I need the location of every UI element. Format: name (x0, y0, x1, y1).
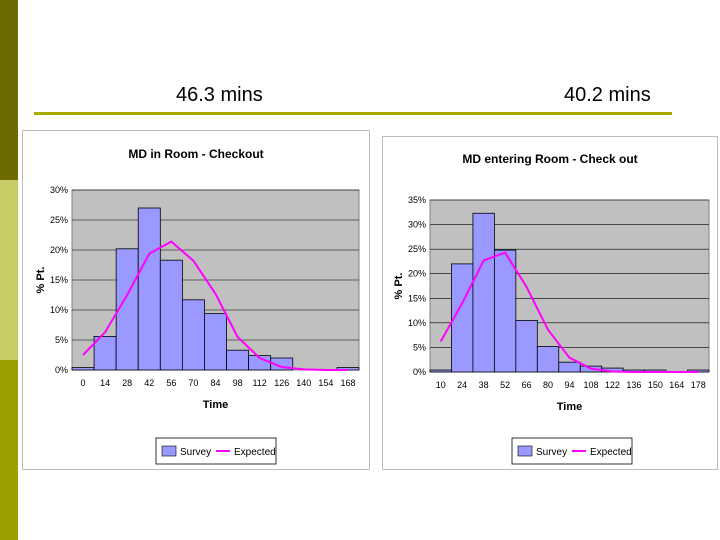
bar-survey (181, 299, 205, 371)
x-tick-label: 154 (318, 378, 333, 388)
y-tick-label: 15% (408, 293, 426, 303)
x-tick-label: 28 (122, 378, 132, 388)
x-tick-label: 168 (340, 378, 355, 388)
x-tick-label: 122 (605, 380, 620, 390)
x-tick-label: 66 (522, 380, 532, 390)
bar-survey (226, 349, 250, 371)
x-tick-label: 126 (274, 378, 289, 388)
bar-survey (71, 367, 95, 371)
y-tick-label: 25% (408, 244, 426, 254)
y-tick-label: 35% (408, 195, 426, 205)
x-tick-label: 108 (583, 380, 598, 390)
heading-left: 46.3 mins (176, 84, 263, 106)
bar-survey (515, 319, 538, 373)
x-axis-label: Time (557, 401, 582, 413)
legend-swatch-survey (517, 445, 533, 457)
x-tick-label: 98 (233, 378, 243, 388)
line-expected (82, 240, 348, 371)
legend-label-survey: Survey (180, 447, 211, 458)
x-tick-label: 80 (543, 380, 553, 390)
bar-survey (472, 212, 495, 373)
x-tick-label: 70 (188, 378, 198, 388)
decor-strip-light (0, 180, 18, 360)
decor-strip-dark (0, 0, 18, 180)
x-tick-label: 14 (100, 378, 110, 388)
y-tick-label: 20% (408, 269, 426, 279)
x-tick-label: 140 (296, 378, 311, 388)
y-tick-label: 0% (413, 367, 426, 377)
chart-left-svg: MD in Room - Checkout 0% 5% 10% 15% 20% 25% 30%… (22, 130, 370, 470)
x-tick-label: 10 (436, 380, 446, 390)
y-tick-label: 5% (55, 335, 68, 345)
y-tick-label: 30% (408, 220, 426, 230)
y-axis-label: % Pt. (35, 267, 47, 294)
legend-swatch-survey (161, 445, 177, 457)
bar-survey (536, 346, 560, 373)
x-tick-label: 52 (500, 380, 510, 390)
y-tick-label: 5% (413, 342, 426, 352)
heading-rule (34, 112, 672, 115)
x-tick-label: 42 (144, 378, 154, 388)
chart-right: MD entering Room - Check out 0% 5% 10% 15% 20… (382, 136, 718, 475)
x-tick-label: 94 (564, 380, 574, 390)
chart-right-svg: MD entering Room - Check out 0% 5% 10% 15% 20… (382, 136, 718, 470)
chart-title: MD in Room - Checkout (128, 147, 263, 161)
x-tick-label: 24 (457, 380, 467, 390)
x-axis-label: Time (203, 399, 228, 411)
y-tick-label: 10% (50, 305, 68, 315)
legend-label-expected: Expected (590, 447, 632, 458)
bar-survey (493, 249, 517, 373)
legend-label-expected: Expected (234, 447, 276, 458)
decor-strip-mid (0, 360, 18, 540)
bar-survey (429, 369, 452, 373)
line-expected (439, 251, 699, 373)
y-tick-label: 30% (50, 185, 68, 195)
x-tick-label: 38 (479, 380, 489, 390)
heading-right: 40.2 mins (564, 84, 651, 106)
x-tick-label: 136 (626, 380, 641, 390)
x-tick-label: 84 (210, 378, 220, 388)
legend-label-survey: Survey (536, 447, 567, 458)
chart-title: MD entering Room - Check out (462, 152, 637, 166)
y-axis-label: % Pt. (393, 273, 405, 300)
x-tick-label: 56 (166, 378, 176, 388)
bar-survey (137, 207, 161, 371)
y-tick-label: 20% (50, 245, 68, 255)
y-tick-label: 0% (55, 365, 68, 375)
x-tick-label: 150 (648, 380, 663, 390)
y-tick-label: 10% (408, 318, 426, 328)
x-tick-label: 112 (252, 378, 266, 388)
chart-left: MD in Room - Checkout 0% 5% 10% 15% 20% 25% 30%… (22, 130, 370, 475)
y-tick-label: 15% (50, 275, 68, 285)
y-tick-label: 25% (50, 215, 68, 225)
bar-survey (159, 259, 183, 371)
x-tick-label: 0 (81, 378, 86, 388)
bar-survey (558, 361, 581, 373)
x-tick-label: 178 (691, 380, 706, 390)
bar-survey (204, 313, 227, 371)
x-tick-label: 164 (669, 380, 684, 390)
